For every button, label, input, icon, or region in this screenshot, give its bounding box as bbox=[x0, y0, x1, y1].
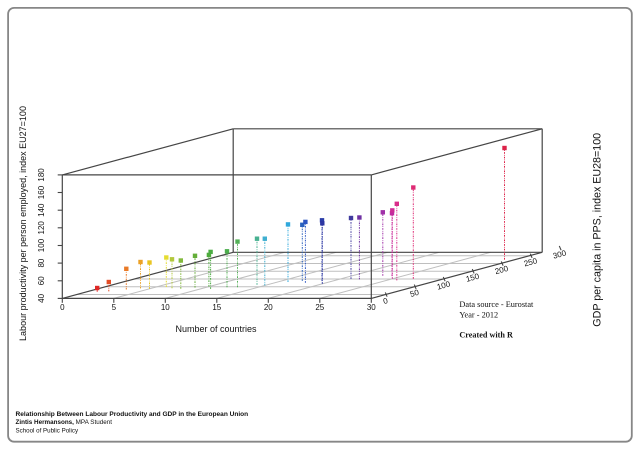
svg-text:100: 100 bbox=[436, 279, 452, 291]
svg-text:140: 140 bbox=[37, 203, 46, 217]
svg-text:20: 20 bbox=[264, 303, 273, 312]
svg-text:School of Public Policy: School of Public Policy bbox=[16, 427, 80, 434]
svg-text:Zintis Hermansons, MPA Student: Zintis Hermansons, MPA Student bbox=[16, 419, 113, 426]
svg-text:100: 100 bbox=[37, 238, 46, 252]
svg-text:0: 0 bbox=[382, 296, 389, 306]
svg-text:180: 180 bbox=[37, 168, 46, 182]
svg-text:Created with R: Created with R bbox=[459, 331, 513, 340]
svg-text:15: 15 bbox=[212, 303, 221, 312]
svg-text:5: 5 bbox=[112, 303, 117, 312]
svg-text:200: 200 bbox=[494, 264, 510, 276]
svg-text:10: 10 bbox=[161, 303, 170, 312]
svg-text:Labour productivity per person: Labour productivity per person employed,… bbox=[18, 106, 28, 341]
svg-text:80: 80 bbox=[37, 258, 46, 267]
svg-text:150: 150 bbox=[465, 272, 481, 284]
svg-text:Year - 2012: Year - 2012 bbox=[459, 311, 498, 320]
svg-text:Number of countries: Number of countries bbox=[175, 324, 257, 334]
svg-text:50: 50 bbox=[409, 288, 420, 299]
svg-text:Relationship Between Labour Pr: Relationship Between Labour Productivity… bbox=[16, 411, 249, 418]
svg-text:160: 160 bbox=[37, 185, 46, 199]
svg-text:250: 250 bbox=[523, 256, 539, 268]
svg-text:GDP per capita in PPS, index E: GDP per capita in PPS, index EU28=100 bbox=[591, 133, 603, 327]
svg-text:0: 0 bbox=[60, 303, 65, 312]
svg-text:300: 300 bbox=[552, 248, 568, 260]
svg-text:Data source - Eurostat: Data source - Eurostat bbox=[459, 300, 534, 309]
svg-text:120: 120 bbox=[37, 221, 46, 235]
svg-text:60: 60 bbox=[37, 276, 46, 285]
svg-text:30: 30 bbox=[367, 303, 376, 312]
svg-text:40: 40 bbox=[37, 293, 46, 302]
svg-text:25: 25 bbox=[315, 303, 324, 312]
